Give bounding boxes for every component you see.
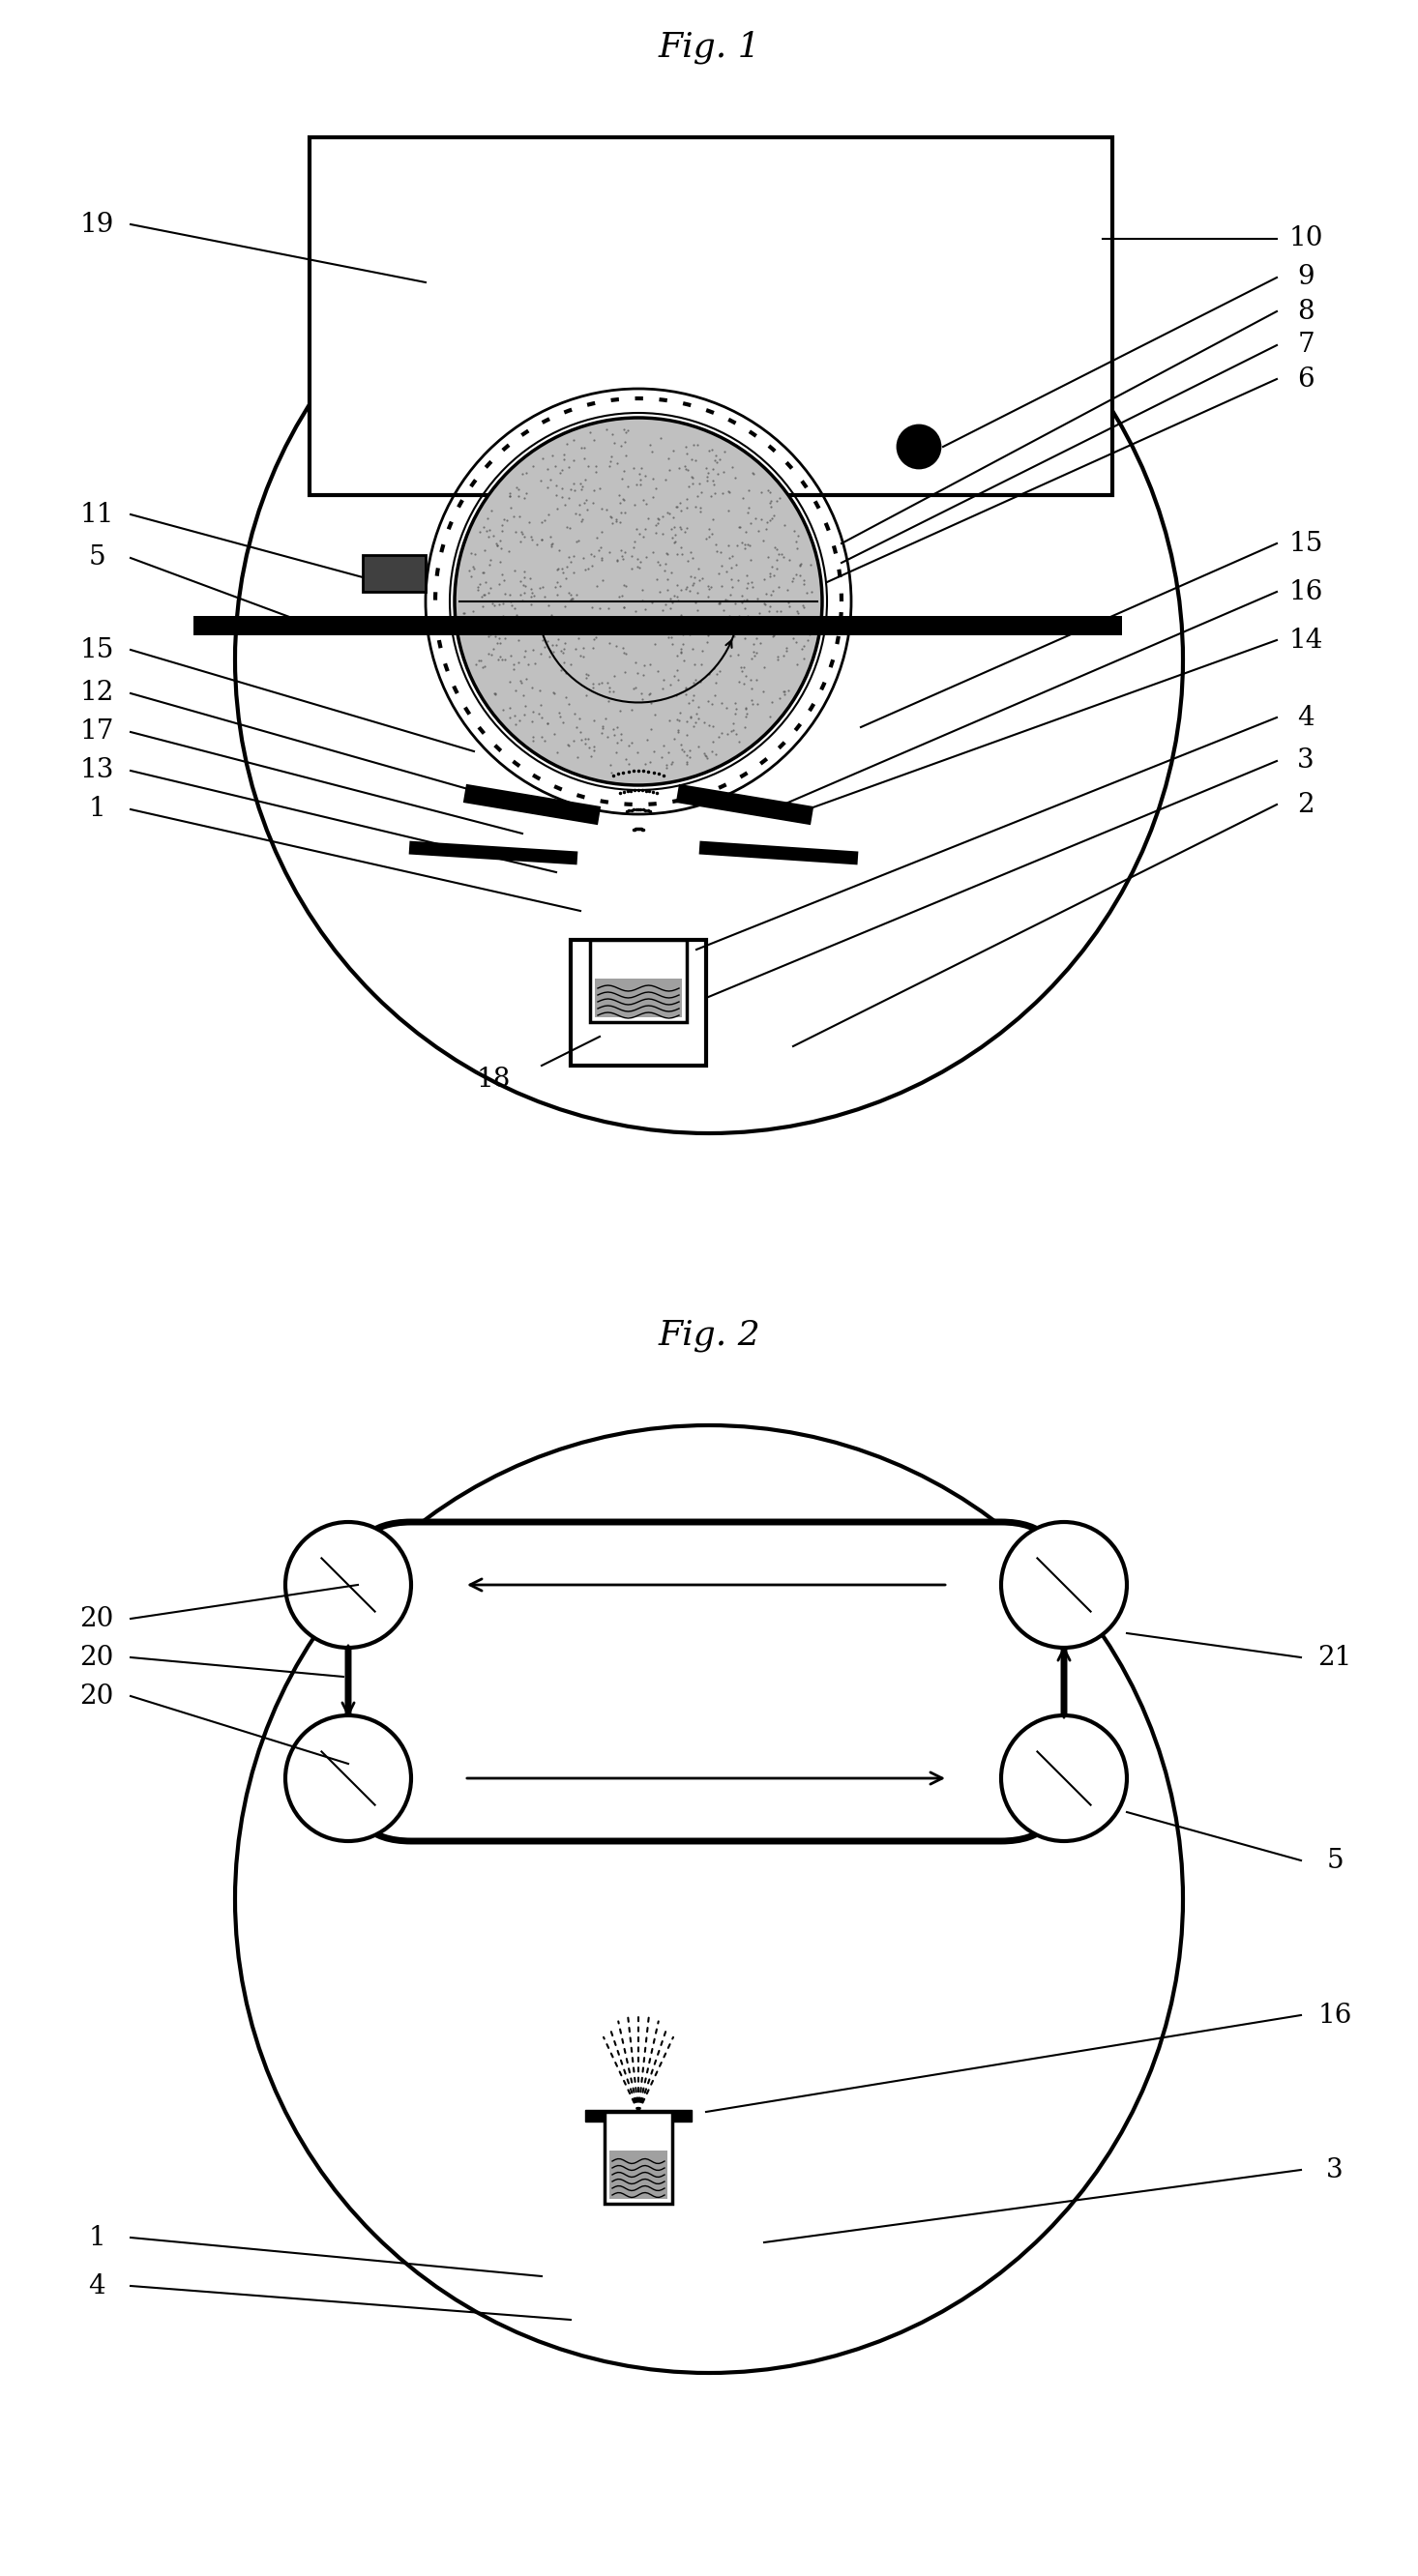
Circle shape [1001,1522,1127,1649]
Text: 14: 14 [1289,626,1323,654]
Circle shape [285,1522,411,1649]
FancyBboxPatch shape [349,1522,1064,1842]
Text: 20: 20 [79,1643,113,1669]
Text: 3: 3 [1326,2156,1343,2182]
Text: 5: 5 [1326,1847,1343,1873]
Bar [363,554,425,592]
Text: 1: 1 [88,796,105,822]
Bar [586,2110,692,2123]
Text: 4: 4 [1297,703,1314,732]
Text: 1: 1 [88,2226,105,2251]
Text: 15: 15 [1289,531,1323,556]
Bar [590,940,686,1023]
Text: 18: 18 [476,1066,510,1092]
Bar [604,2112,672,2202]
Bar [309,137,1112,495]
Text: 6: 6 [1297,366,1314,392]
Text: 10: 10 [1289,227,1323,252]
Text: 20: 20 [79,1682,113,1708]
Bar [596,979,682,1018]
Text: 7: 7 [1297,332,1314,358]
Text: Fig. 2: Fig. 2 [658,1319,760,1352]
Text: 16: 16 [1317,2002,1351,2027]
Text: 12: 12 [79,680,113,706]
Circle shape [1001,1716,1127,1842]
Text: 5: 5 [88,546,105,572]
Bar [299,616,1122,636]
Text: 15: 15 [79,636,113,662]
Text: 2: 2 [1297,791,1314,817]
Text: 13: 13 [79,757,113,783]
Text: Fig. 1: Fig. 1 [658,31,760,64]
Text: 21: 21 [1317,1643,1351,1669]
Text: 8: 8 [1297,299,1314,325]
Text: 16: 16 [1289,580,1323,605]
Text: 3: 3 [1297,747,1314,773]
Circle shape [898,425,940,469]
Text: 20: 20 [79,1605,113,1631]
Text: 4: 4 [88,2272,105,2298]
Bar [610,2151,668,2200]
Bar [1055,616,1103,636]
Bar [570,940,706,1066]
Text: 9: 9 [1297,265,1314,291]
Circle shape [285,1716,411,1842]
Bar [193,616,319,636]
Text: 19: 19 [79,211,113,237]
Circle shape [455,417,822,786]
Text: 11: 11 [79,502,113,528]
Text: 17: 17 [79,719,113,744]
